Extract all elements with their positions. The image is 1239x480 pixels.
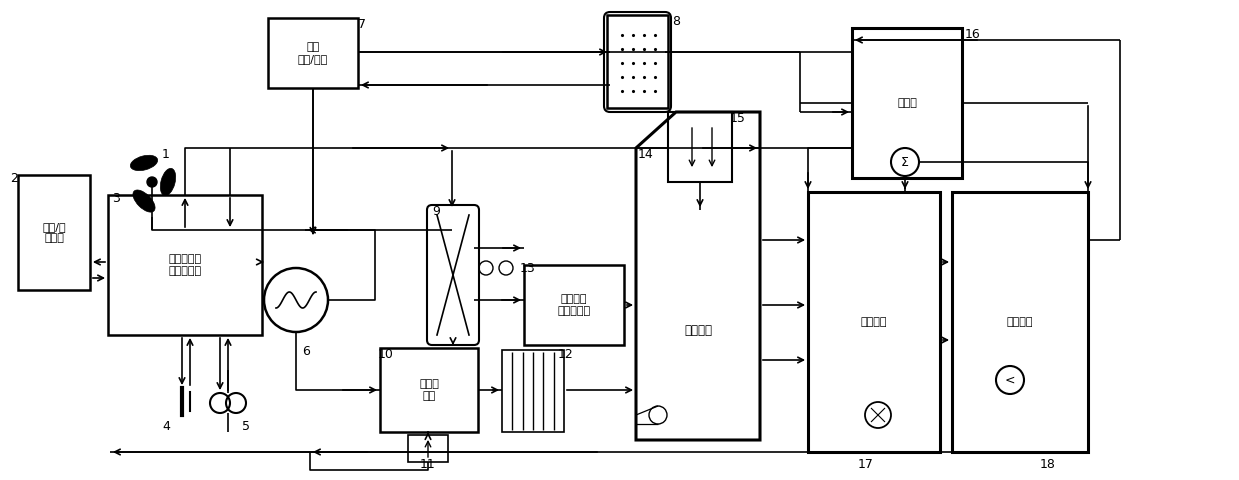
Text: 11: 11 (420, 458, 436, 471)
Text: 8: 8 (672, 15, 680, 28)
Text: 1: 1 (162, 148, 170, 161)
Text: 二氧化碳
环利用装置: 二氧化碳 环利用装置 (558, 294, 591, 316)
Bar (380, 348, 478, 432)
Text: 9: 9 (432, 205, 440, 218)
Text: 3: 3 (112, 192, 120, 205)
Text: 沼气池: 沼气池 (897, 98, 917, 108)
Bar (408, 435, 449, 462)
Bar (524, 265, 624, 345)
Bar (952, 192, 1088, 452)
Text: 10: 10 (378, 348, 394, 361)
Bar (668, 112, 732, 182)
Text: 多能互补能
源控制系统: 多能互补能 源控制系统 (169, 254, 202, 276)
Bar (808, 192, 940, 452)
Bar (19, 175, 90, 290)
Text: <: < (1005, 373, 1015, 386)
Text: 7: 7 (358, 18, 366, 31)
Text: 2: 2 (10, 172, 17, 185)
Text: 生产/生
活用电: 生产/生 活用电 (42, 222, 66, 243)
Text: Σ: Σ (901, 156, 909, 168)
Text: 17: 17 (857, 458, 873, 471)
Text: 18: 18 (1040, 458, 1056, 471)
Text: 6: 6 (302, 345, 310, 358)
Text: 畜禽养殖: 畜禽养殖 (861, 317, 887, 327)
Ellipse shape (160, 168, 176, 196)
Text: 溴化锂
机组: 溴化锂 机组 (419, 379, 439, 401)
Text: 15: 15 (730, 112, 746, 125)
Bar (268, 18, 358, 88)
Text: 5: 5 (242, 420, 250, 433)
Ellipse shape (133, 190, 155, 212)
Bar (607, 15, 668, 108)
Text: 13: 13 (520, 262, 535, 275)
Ellipse shape (130, 155, 157, 170)
Bar (108, 195, 261, 335)
Circle shape (147, 177, 157, 187)
Bar (852, 28, 961, 178)
Text: 14: 14 (638, 148, 654, 161)
Text: 16: 16 (965, 28, 981, 41)
Text: 水产养殖: 水产养殖 (1007, 317, 1033, 327)
Text: 燃气
管道/储罐: 燃气 管道/储罐 (297, 42, 328, 64)
Bar (502, 350, 564, 432)
Text: 温室种植: 温室种植 (684, 324, 712, 336)
Text: 4: 4 (162, 420, 170, 433)
Text: 12: 12 (558, 348, 574, 361)
